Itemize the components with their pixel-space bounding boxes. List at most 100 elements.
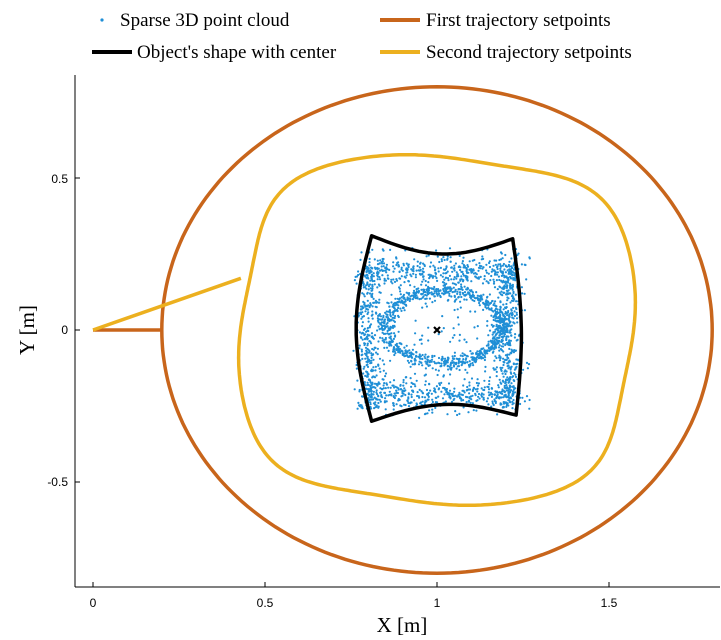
point-cloud-point (370, 266, 373, 269)
point-cloud-point (368, 378, 371, 381)
point-cloud-point (417, 287, 420, 290)
point-cloud-point (486, 324, 489, 327)
point-cloud-point (506, 277, 509, 280)
point-cloud-point (360, 251, 363, 254)
point-cloud-point (509, 351, 512, 354)
point-cloud-point (501, 388, 504, 391)
point-cloud-point (421, 306, 424, 309)
point-cloud-point (446, 277, 450, 280)
point-cloud-point (393, 309, 396, 313)
point-cloud-point (456, 395, 459, 398)
point-cloud-point (467, 411, 470, 414)
point-cloud-point (372, 390, 375, 393)
point-cloud-point (495, 266, 499, 269)
point-cloud-point (406, 359, 409, 362)
point-cloud-point (361, 325, 364, 328)
point-cloud-point (501, 274, 505, 277)
point-cloud-point (498, 359, 502, 362)
point-cloud-point (359, 258, 362, 261)
point-cloud-point (422, 262, 425, 265)
point-cloud-point (516, 338, 519, 341)
point-cloud-point (520, 286, 524, 289)
point-cloud-point (392, 379, 396, 382)
point-cloud-point (420, 283, 423, 286)
point-cloud-point (405, 376, 408, 379)
point-cloud-point (393, 348, 396, 351)
point-cloud-point (444, 286, 447, 289)
point-cloud-point (420, 342, 423, 345)
point-cloud-point (521, 292, 524, 295)
point-cloud-point (488, 260, 491, 263)
point-cloud-point (377, 267, 380, 270)
point-cloud-point (360, 395, 364, 398)
point-cloud-point (500, 310, 503, 313)
point-cloud-point (501, 379, 504, 382)
point-cloud-point (515, 313, 519, 316)
point-cloud-point (508, 360, 511, 363)
point-cloud-point (380, 265, 383, 268)
point-cloud-point (501, 257, 504, 260)
point-cloud-point (469, 310, 472, 313)
point-cloud-point (383, 382, 386, 385)
point-cloud-point (501, 336, 504, 339)
point-cloud-point (441, 355, 444, 358)
point-cloud-point (473, 299, 476, 303)
point-cloud-point (471, 394, 474, 397)
point-cloud-point (528, 398, 531, 402)
point-cloud-point (503, 335, 506, 338)
point-cloud-point (507, 309, 510, 313)
point-cloud-point (511, 400, 514, 403)
point-cloud-point (489, 339, 492, 342)
point-cloud-point (441, 315, 444, 318)
point-cloud-point (510, 382, 513, 385)
point-cloud-point (421, 296, 424, 299)
point-cloud-point (370, 277, 373, 280)
point-cloud-point (497, 296, 500, 299)
point-cloud-point (479, 275, 482, 278)
point-cloud-point (431, 400, 434, 404)
point-cloud-point (504, 253, 507, 257)
point-cloud-point (453, 308, 456, 312)
point-cloud-point (411, 298, 414, 301)
point-cloud-point (463, 291, 467, 294)
point-cloud-point (500, 318, 503, 321)
object-shape-outline (354, 234, 524, 423)
point-cloud-point (490, 347, 494, 350)
point-cloud-point (421, 334, 424, 337)
point-cloud-point (493, 259, 496, 262)
second-trajectory-loop (236, 152, 638, 508)
point-cloud-point (502, 375, 505, 378)
point-cloud-point (488, 383, 491, 386)
point-cloud-point (427, 273, 430, 276)
point-cloud-point (488, 376, 492, 379)
legend-label-object-shape: Object's shape with center (137, 42, 337, 63)
point-cloud-point (460, 283, 463, 286)
point-cloud-point (424, 279, 427, 283)
point-cloud-point (490, 323, 493, 326)
point-cloud-point (427, 395, 430, 398)
point-cloud-point (423, 396, 427, 399)
point-cloud-point (427, 339, 430, 342)
point-cloud-point (395, 278, 398, 281)
point-cloud-point (418, 416, 421, 419)
point-cloud-point (362, 328, 366, 331)
point-cloud-point (502, 332, 505, 335)
point-cloud-point (466, 361, 469, 364)
point-cloud-point (453, 295, 456, 298)
point-cloud-point (507, 264, 510, 267)
point-cloud-point (447, 382, 451, 385)
point-cloud-point (388, 336, 391, 339)
point-cloud-point (479, 356, 482, 359)
point-cloud-point (487, 343, 490, 346)
point-cloud-point (505, 275, 508, 278)
point-cloud-point (411, 269, 414, 272)
point-cloud-point (382, 384, 385, 387)
point-cloud-point (491, 400, 494, 403)
point-cloud-point (445, 282, 448, 285)
point-cloud-point (425, 362, 428, 365)
point-cloud-point (377, 314, 380, 317)
point-cloud-point (523, 400, 527, 403)
point-cloud-point (511, 376, 514, 379)
point-cloud-point (426, 412, 429, 415)
point-cloud-point (363, 337, 367, 340)
